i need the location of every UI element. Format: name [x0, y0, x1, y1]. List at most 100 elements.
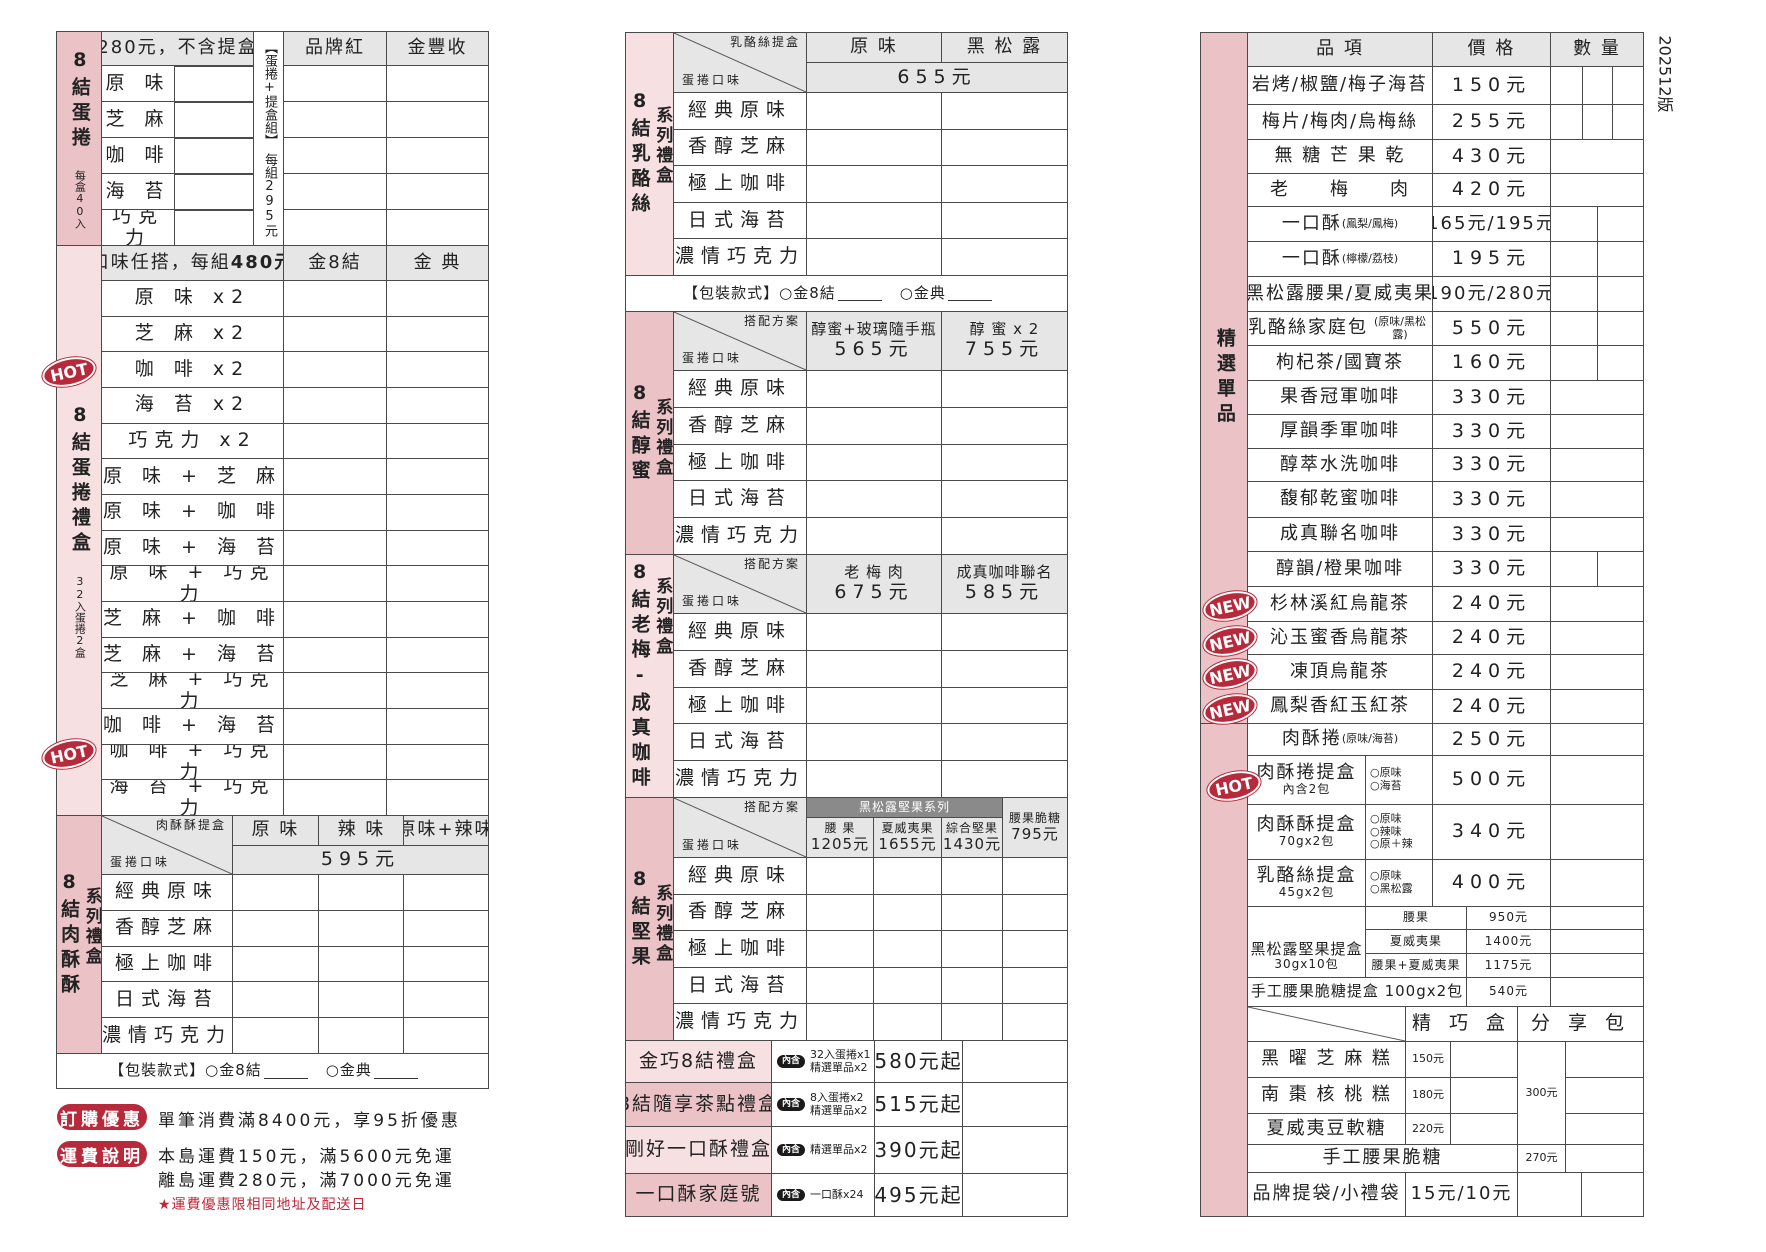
quantity-cell[interactable] [1550, 977, 1644, 1007]
quantity-cell[interactable] [403, 1017, 489, 1054]
quantity-cell[interactable] [941, 613, 1068, 651]
quantity-cell[interactable] [283, 636, 387, 674]
quantity-cell[interactable] [1550, 380, 1644, 415]
quantity-cell[interactable] [1550, 66, 1583, 105]
quantity-cell[interactable] [941, 201, 1068, 240]
quantity-cell[interactable] [1581, 1172, 1644, 1217]
quantity-cell[interactable] [873, 893, 942, 932]
quantity-cell[interactable] [873, 930, 942, 968]
quantity-cell[interactable] [283, 458, 387, 495]
quantity-cell[interactable] [1550, 311, 1598, 346]
quantity-cell[interactable] [283, 101, 387, 138]
quantity-cell[interactable] [1450, 1041, 1518, 1078]
quantity-cell[interactable] [806, 370, 942, 408]
quantity-cell[interactable] [1597, 311, 1644, 346]
quantity-cell[interactable] [1550, 929, 1644, 954]
quantity-cell[interactable] [386, 351, 489, 388]
quantity-cell[interactable] [941, 517, 1068, 555]
quantity-cell[interactable] [174, 209, 254, 211]
quantity-cell[interactable] [386, 708, 489, 745]
quantity-cell[interactable] [386, 209, 489, 246]
quantity-cell[interactable] [386, 779, 489, 816]
quantity-cell[interactable] [1002, 930, 1068, 968]
quantity-cell[interactable] [1565, 1113, 1644, 1145]
quantity-cell[interactable] [1550, 586, 1644, 622]
quantity-cell[interactable] [941, 1003, 1003, 1041]
quantity-cell[interactable] [283, 529, 387, 567]
quantity-cell[interactable] [941, 857, 1003, 895]
quantity-cell[interactable] [386, 743, 489, 781]
quantity-cell[interactable] [174, 65, 254, 67]
quantity-cell[interactable] [318, 981, 404, 1019]
packaging-row-option-1-input[interactable] [837, 286, 882, 301]
quantity-cell[interactable] [283, 315, 387, 353]
quantity-cell[interactable] [806, 517, 942, 555]
quantity-cell[interactable] [386, 422, 489, 460]
quantity-cell[interactable] [386, 672, 489, 709]
quantity-cell[interactable] [941, 406, 1068, 445]
quantity-cell[interactable] [403, 874, 489, 911]
quantity-cell[interactable] [386, 65, 489, 102]
quantity-cell[interactable] [283, 672, 387, 709]
quantity-cell[interactable] [386, 565, 489, 602]
quantity-cell[interactable] [283, 565, 387, 602]
quantity-cell[interactable] [941, 760, 1068, 798]
quantity-cell[interactable] [174, 173, 254, 175]
quantity-cell[interactable] [1550, 173, 1644, 207]
quantity-cell[interactable] [386, 494, 489, 531]
quantity-cell[interactable] [1550, 481, 1644, 518]
quantity-cell[interactable] [318, 1017, 404, 1054]
quantity-cell[interactable] [1550, 414, 1644, 449]
quantity-cell[interactable] [962, 1173, 1068, 1217]
box-option[interactable]: ○辣味 [1370, 824, 1402, 838]
quantity-cell[interactable] [1550, 953, 1644, 978]
quantity-cell[interactable] [386, 280, 489, 317]
quantity-cell[interactable] [1550, 139, 1644, 174]
quantity-cell[interactable] [232, 1017, 319, 1054]
quantity-cell[interactable] [873, 857, 942, 895]
quantity-cell[interactable] [1550, 104, 1583, 140]
quantity-cell[interactable] [1565, 1144, 1644, 1173]
quantity-cell[interactable] [283, 743, 387, 781]
quantity-cell[interactable] [386, 458, 489, 495]
quantity-cell[interactable] [174, 101, 254, 103]
quantity-cell[interactable] [386, 101, 489, 138]
quantity-cell[interactable] [941, 723, 1068, 762]
quantity-cell[interactable] [232, 874, 319, 911]
quantity-cell[interactable] [806, 930, 874, 968]
quantity-cell[interactable] [283, 601, 387, 638]
quantity-cell[interactable] [1550, 551, 1598, 587]
quantity-cell[interactable] [1550, 755, 1644, 805]
quantity-cell[interactable] [283, 494, 387, 531]
quantity-cell[interactable] [283, 280, 387, 317]
quantity-cell[interactable] [386, 173, 489, 210]
quantity-cell[interactable] [1597, 241, 1644, 277]
quantity-cell[interactable] [1565, 1077, 1644, 1114]
packaging-row-option-2-input[interactable] [947, 286, 992, 301]
quantity-cell[interactable] [806, 92, 942, 130]
quantity-cell[interactable] [806, 1003, 874, 1041]
quantity-cell[interactable] [1565, 1041, 1644, 1078]
quantity-cell[interactable] [873, 966, 942, 1005]
packaging-row-option-1-input[interactable] [263, 1064, 308, 1079]
quantity-cell[interactable] [386, 529, 489, 567]
quantity-cell[interactable] [403, 909, 489, 947]
quantity-cell[interactable] [1550, 723, 1644, 756]
packaging-row-option-2-input[interactable] [373, 1064, 418, 1079]
quantity-cell[interactable] [403, 945, 489, 983]
quantity-cell[interactable] [1550, 621, 1644, 655]
quantity-cell[interactable] [283, 65, 387, 102]
quantity-cell[interactable] [283, 173, 387, 210]
quantity-cell[interactable] [283, 387, 387, 424]
quantity-cell[interactable] [1550, 206, 1598, 242]
quantity-cell[interactable] [174, 137, 254, 139]
quantity-cell[interactable] [1550, 804, 1644, 860]
quantity-cell[interactable] [283, 708, 387, 745]
quantity-cell[interactable] [806, 128, 942, 167]
quantity-cell[interactable] [806, 893, 874, 932]
quantity-cell[interactable] [1450, 1113, 1518, 1145]
quantity-cell[interactable] [1002, 966, 1068, 1005]
quantity-cell[interactable] [941, 443, 1068, 482]
quantity-cell[interactable] [806, 238, 942, 276]
quantity-cell[interactable] [806, 201, 942, 240]
